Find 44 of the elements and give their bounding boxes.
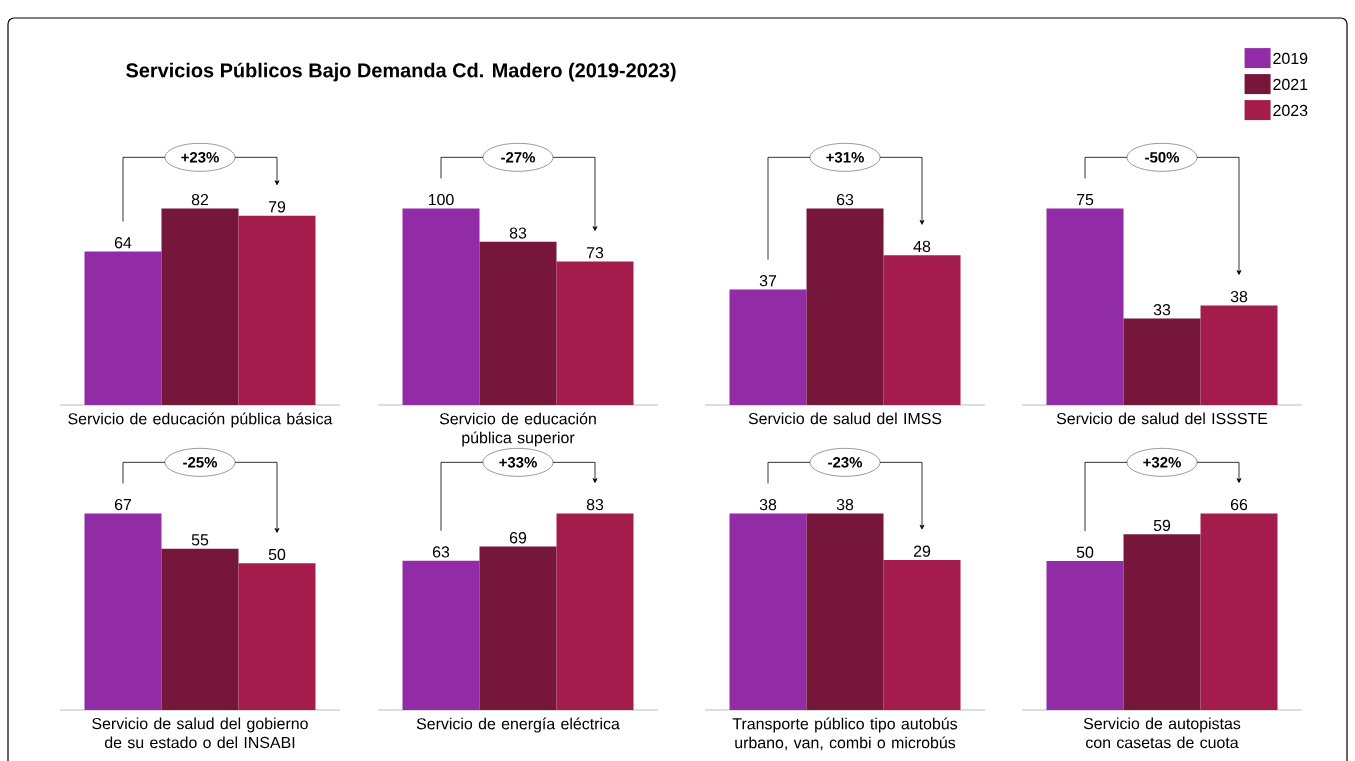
data-label: 73 [586,247,604,259]
x-axis-title: Servicio de educación pública superior [439,412,596,447]
legend-label: 2019 [1273,52,1308,65]
text: +33% [499,457,537,468]
x-axis-title: Servicio de salud del ISSSTE [1056,412,1268,425]
text: -50% [1145,152,1180,163]
text: +32% [1143,457,1181,468]
text: -27% [501,152,536,163]
data-label: 83 [586,498,604,511]
data-label: 38 [836,498,854,511]
legend-label: 2021 [1273,78,1308,91]
data-label: 66 [1230,498,1248,511]
x-axis-title: Servicio de autopistas con casetas de cuota [1083,717,1241,749]
data-label: 82 [191,193,209,206]
data-label: 55 [191,534,209,546]
data-label: 75 [1076,194,1094,206]
data-label: 50 [268,548,286,561]
data-label: 38 [759,498,777,511]
text: +23% [181,152,219,163]
text: -25% [183,457,218,468]
legend-label: 2023 [1273,104,1308,117]
data-label: 69 [509,532,527,544]
data-label: 100 [428,193,454,206]
x-axis-title: Servicio de energía eléctrica [416,717,620,733]
data-label: 79 [268,201,286,213]
data-label: 48 [913,240,931,253]
data-label: 50 [1076,546,1094,558]
text: Servicios Públicos Bajo Demanda Cd. Madero (2019-2023) [126,62,676,82]
x-axis-title: Transporte público tipo autobús urbano, van, combi o microbús [732,717,958,751]
data-label: 29 [913,545,931,557]
data-label: 63 [836,193,854,206]
x-axis-title: Servicio de educación pública básica [68,412,333,428]
data-label: 33 [1153,304,1171,316]
x-axis-title: Servicio de salud del gobierno de su estado o del INSABI [92,717,308,749]
text: -23% [828,457,863,468]
data-label: 38 [1230,290,1248,303]
data-label: 59 [1153,519,1171,532]
data-label: 67 [114,498,132,511]
text: +31% [826,152,864,163]
x-axis-title: Servicio de salud del IMSS [748,412,942,425]
data-label: 37 [759,275,777,287]
data-label: 83 [509,227,527,239]
data-label: 64 [114,237,132,249]
data-label: 63 [432,546,450,558]
